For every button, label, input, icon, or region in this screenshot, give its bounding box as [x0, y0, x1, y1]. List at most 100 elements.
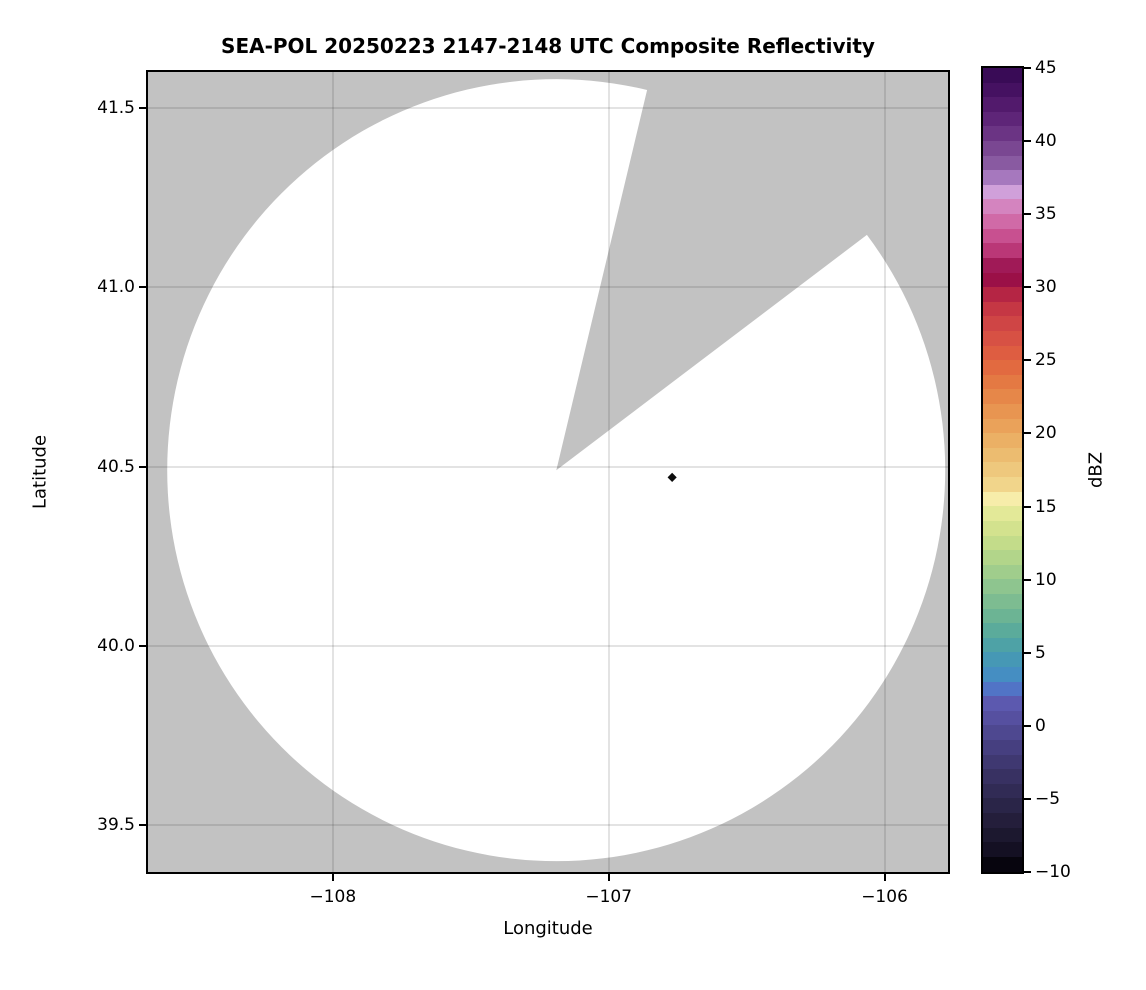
- colorbar-band: [983, 564, 1022, 580]
- colorbar-tick-label: 25: [1035, 350, 1057, 371]
- colorbar-tick-label: 10: [1035, 569, 1057, 590]
- y-tick-label: 39.5: [97, 815, 135, 836]
- y-gridline: [148, 106, 948, 109]
- colorbar-band: [983, 316, 1022, 331]
- colorbar-band: [983, 404, 1022, 419]
- x-tick-label: −107: [585, 887, 633, 907]
- y-tick-label: 40.5: [97, 456, 135, 477]
- colorbar-band: [983, 141, 1022, 156]
- colorbar-tick-mark: [1024, 432, 1031, 435]
- x-gridline: [607, 72, 610, 872]
- colorbar-band: [983, 637, 1022, 653]
- colorbar-tick-mark: [1024, 140, 1031, 143]
- y-axis-label: Latitude: [29, 434, 51, 510]
- colorbar-band: [983, 783, 1022, 799]
- colorbar-band: [983, 170, 1022, 185]
- x-tick-label: −106: [861, 887, 908, 907]
- x-tick-mark: [883, 874, 886, 881]
- colorbar-band: [983, 477, 1022, 492]
- y-tick-mark: [139, 286, 146, 289]
- colorbar-band: [983, 374, 1022, 390]
- colorbar-tick-label: 35: [1035, 204, 1057, 225]
- colorbar-band: [983, 155, 1022, 171]
- colorbar-band: [983, 199, 1022, 215]
- colorbar-band: [983, 520, 1022, 536]
- colorbar-band: [983, 68, 1022, 83]
- colorbar-band: [983, 593, 1022, 609]
- colorbar-tick-mark: [1024, 286, 1031, 289]
- colorbar-band: [983, 243, 1022, 258]
- colorbar: [981, 66, 1024, 874]
- x-axis-label: Longitude: [503, 918, 593, 939]
- colorbar-band: [983, 550, 1022, 565]
- colorbar-tick-mark: [1024, 213, 1031, 216]
- colorbar-tick-mark: [1024, 359, 1031, 362]
- colorbar-band: [983, 330, 1022, 346]
- plot-area: [146, 70, 950, 874]
- colorbar-band: [983, 608, 1022, 624]
- colorbar-band: [983, 813, 1022, 828]
- colorbar-tick-label: −10: [1035, 862, 1071, 882]
- colorbar-tick-mark: [1024, 578, 1031, 581]
- y-tick-mark: [139, 644, 146, 647]
- x-gridline: [331, 72, 334, 872]
- colorbar-band: [983, 272, 1022, 288]
- radar-coverage-layer: [148, 72, 948, 872]
- y-gridline: [148, 465, 948, 468]
- colorbar-band: [983, 433, 1022, 448]
- y-gridline: [148, 286, 948, 289]
- colorbar-band: [983, 652, 1022, 667]
- colorbar-band: [983, 842, 1022, 857]
- colorbar-band: [983, 462, 1022, 478]
- y-tick-mark: [139, 106, 146, 109]
- y-tick-label: 40.0: [97, 635, 135, 656]
- colorbar-tick-label: 45: [1035, 58, 1057, 78]
- chart-title: SEA-POL 20250223 2147-2148 UTC Composite…: [221, 34, 875, 58]
- colorbar-tick-label: 15: [1035, 496, 1057, 517]
- y-tick-mark: [139, 465, 146, 468]
- colorbar-band: [983, 111, 1022, 127]
- x-gridline: [883, 72, 886, 872]
- colorbar-band: [983, 301, 1022, 317]
- colorbar-band: [983, 97, 1022, 112]
- colorbar-band: [983, 856, 1022, 872]
- colorbar-band: [983, 418, 1022, 434]
- colorbar-tick-mark: [1024, 871, 1031, 873]
- colorbar-tick-label: −5: [1035, 788, 1061, 809]
- colorbar-band: [983, 666, 1022, 682]
- colorbar-band: [983, 126, 1022, 142]
- colorbar-tick-mark: [1024, 505, 1031, 508]
- y-gridline: [148, 644, 948, 647]
- colorbar-band: [983, 506, 1022, 521]
- colorbar-band: [983, 754, 1022, 770]
- colorbar-band: [983, 696, 1022, 711]
- colorbar-tick-mark: [1024, 797, 1031, 800]
- colorbar-band: [983, 681, 1022, 697]
- colorbar-tick-mark: [1024, 651, 1031, 654]
- x-tick-mark: [607, 874, 610, 881]
- colorbar-band: [983, 798, 1022, 814]
- colorbar-band: [983, 82, 1022, 98]
- colorbar-band: [983, 740, 1022, 755]
- colorbar-band: [983, 184, 1022, 200]
- colorbar-band: [983, 360, 1022, 375]
- colorbar-tick-mark: [1024, 67, 1031, 69]
- colorbar-tick-label: 20: [1035, 423, 1057, 444]
- colorbar-band: [983, 623, 1022, 638]
- colorbar-band: [983, 769, 1022, 784]
- colorbar-band: [983, 257, 1022, 273]
- radar-scanned-area: [167, 79, 946, 862]
- colorbar-tick-label: 5: [1035, 642, 1046, 663]
- x-tick-mark: [331, 874, 334, 881]
- colorbar-band: [983, 214, 1022, 229]
- plot-canvas: [148, 72, 948, 872]
- y-tick-label: 41.5: [97, 97, 135, 118]
- colorbar-band: [983, 491, 1022, 507]
- data-point-marker: [667, 472, 677, 482]
- colorbar-band: [983, 827, 1022, 843]
- colorbar-tick-label: 30: [1035, 277, 1057, 298]
- colorbar-band: [983, 389, 1022, 405]
- colorbar-band: [983, 710, 1022, 726]
- colorbar-tick-label: 40: [1035, 131, 1057, 152]
